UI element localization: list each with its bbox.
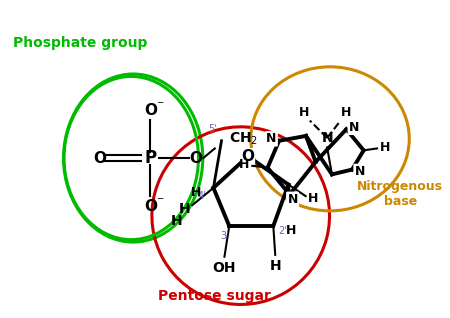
Text: N: N xyxy=(288,193,298,206)
Text: H: H xyxy=(285,224,296,237)
Text: Phosphate group: Phosphate group xyxy=(13,36,148,50)
Text: CH$_2$: CH$_2$ xyxy=(229,131,258,147)
Text: H: H xyxy=(239,158,250,171)
Text: H: H xyxy=(299,107,309,119)
Text: N: N xyxy=(321,131,333,145)
Text: $^-$: $^-$ xyxy=(155,99,165,112)
Text: O: O xyxy=(242,149,254,164)
Text: H: H xyxy=(308,192,319,205)
Text: P: P xyxy=(144,149,157,167)
Text: O: O xyxy=(93,150,106,166)
Text: H: H xyxy=(270,259,281,273)
Text: H: H xyxy=(191,186,201,199)
Text: H: H xyxy=(341,107,351,119)
Text: 2': 2' xyxy=(279,226,287,236)
Text: O: O xyxy=(144,198,157,214)
Text: O: O xyxy=(189,150,202,166)
Text: 5': 5' xyxy=(208,124,217,134)
Text: $^-$: $^-$ xyxy=(155,195,165,208)
Text: 1': 1' xyxy=(289,189,297,199)
Text: OH: OH xyxy=(213,261,236,275)
Text: O: O xyxy=(144,102,157,118)
Text: N: N xyxy=(349,121,359,134)
Text: H: H xyxy=(380,141,390,154)
Text: 4': 4' xyxy=(198,190,206,201)
Text: N: N xyxy=(355,165,365,178)
Text: Nitrogenous
base: Nitrogenous base xyxy=(357,180,443,208)
Text: H: H xyxy=(179,202,190,216)
Text: 3': 3' xyxy=(220,231,229,241)
Text: Pentose sugar: Pentose sugar xyxy=(158,289,271,303)
Text: N: N xyxy=(266,132,277,145)
Text: H: H xyxy=(171,214,183,228)
